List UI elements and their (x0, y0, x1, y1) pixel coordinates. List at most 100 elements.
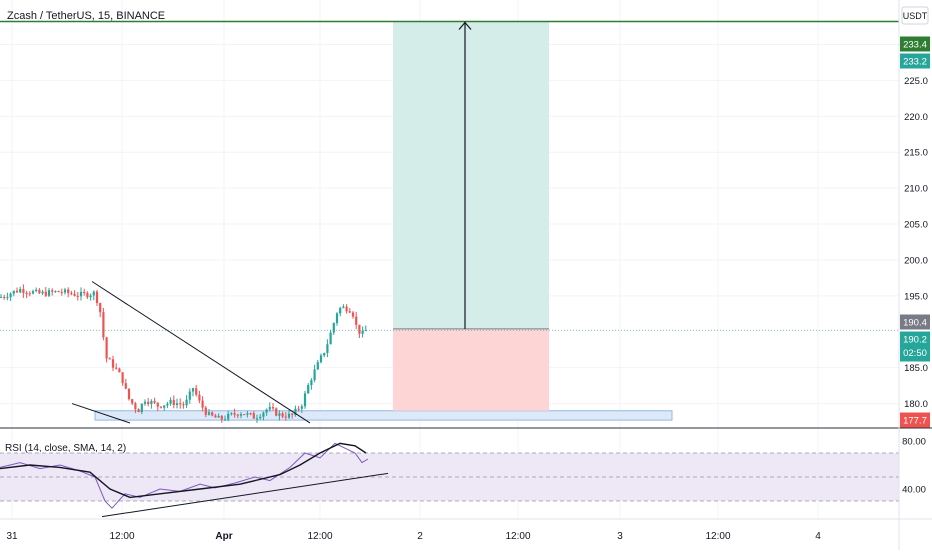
price-tick-label: 215.0 (904, 148, 928, 159)
bullish-candle (319, 355, 323, 363)
bullish-candle (230, 413, 233, 415)
bullish-candle (9, 293, 12, 298)
bullish-candle (223, 419, 227, 421)
rsi-tick-label: 80.00 (902, 437, 926, 448)
target-line-price-label-box (900, 53, 930, 69)
bullish-candle (294, 408, 297, 415)
bullish-candle (175, 403, 179, 405)
bearish-candle (118, 368, 121, 373)
bearish-candle (182, 404, 185, 406)
bullish-candle (92, 291, 95, 296)
bullish-candle (329, 332, 332, 345)
bearish-candle (124, 383, 127, 389)
bearish-candle (284, 416, 287, 418)
target-price-label: 233.4 (903, 40, 927, 51)
bearish-candle (233, 413, 236, 415)
bearish-candle (147, 401, 150, 405)
bullish-candle (166, 403, 169, 406)
symbol-title[interactable]: Zcash / TetherUS, 15, BINANCE (7, 10, 165, 22)
bullish-candle (19, 289, 22, 293)
price-tick-label: 180.0 (904, 399, 928, 410)
entry-price-label-box (900, 314, 930, 330)
bullish-candle (185, 399, 188, 406)
bullish-candle (255, 418, 259, 420)
price-labels: 233.4 233.2 190.4 190.2 02:50 177.7 (900, 36, 930, 428)
long-position-loss-zone[interactable] (393, 328, 549, 411)
time-tick-label: 12:00 (307, 531, 332, 542)
price-tick-label: 200.0 (904, 255, 928, 266)
bearish-candle (102, 312, 105, 338)
bullish-candle (268, 407, 271, 410)
bearish-candle (134, 403, 137, 410)
bullish-candle (47, 290, 51, 296)
bullish-candle (310, 380, 313, 386)
time-tick-label: 3 (617, 531, 623, 542)
bearish-candle (137, 409, 140, 413)
bullish-candle (323, 352, 326, 356)
rsi-pane[interactable] (0, 442, 899, 518)
bearish-candle (236, 414, 239, 416)
rsi-indicator-label[interactable]: RSI (14, close, SMA, 14, 2) (5, 443, 126, 454)
descending-resistance-trendline[interactable] (91, 281, 311, 424)
bullish-candle (169, 399, 172, 404)
drawing-zones (94, 21, 673, 421)
stop-price-label-box (900, 412, 930, 428)
bearish-candle (67, 289, 70, 294)
bullish-candle (191, 388, 195, 392)
bearish-candle (291, 413, 294, 415)
time-tick-label: 12:00 (705, 531, 730, 542)
bearish-candle (345, 306, 348, 312)
bullish-candle (313, 369, 316, 381)
bearish-candle (275, 408, 278, 416)
bullish-candle (316, 362, 319, 370)
bearish-candle (297, 408, 300, 410)
bullish-candle (335, 313, 339, 324)
target-line-price-label: 233.2 (903, 57, 927, 68)
bearish-candle (355, 316, 358, 325)
bearish-candle (159, 406, 163, 408)
last-price-label-box (900, 331, 930, 362)
bullish-candle (303, 393, 307, 407)
bullish-candle (6, 297, 9, 299)
bullish-candle (332, 323, 335, 333)
bullish-candle (259, 416, 262, 419)
bearish-candle (38, 289, 41, 294)
bullish-candle (163, 405, 166, 408)
bearish-candle (153, 400, 156, 403)
bearish-candle (111, 359, 115, 368)
candles (0, 284, 367, 423)
bearish-candle (179, 403, 182, 405)
currency-badge-box[interactable] (901, 6, 929, 25)
bullish-candle (287, 413, 291, 418)
bearish-candle (172, 399, 175, 405)
bullish-candle (63, 289, 67, 293)
bullish-candle (342, 306, 345, 308)
bearish-candle (358, 324, 361, 334)
lower-support-trendline[interactable] (71, 403, 131, 424)
rsi-sma-line[interactable] (0, 442, 367, 499)
long-position-profit-zone[interactable] (393, 21, 549, 329)
bullish-candle (143, 401, 147, 404)
bullish-candle (89, 295, 92, 298)
bearish-candle (3, 296, 6, 298)
time-tick-label: 4 (815, 531, 821, 542)
bullish-candle (239, 414, 243, 416)
bearish-candle (57, 291, 60, 293)
bearish-candle (86, 292, 89, 298)
support-zone[interactable] (94, 410, 673, 421)
bearish-candle (214, 415, 217, 418)
bullish-candle (339, 307, 342, 314)
bearish-candle (281, 413, 284, 417)
bullish-candle (54, 291, 57, 293)
drawing-tools[interactable] (0, 20, 899, 424)
bearish-candle (51, 290, 54, 292)
rsi-trendline[interactable] (101, 472, 389, 518)
rsi-tick-label: 40.00 (902, 485, 926, 496)
stop-price-label: 177.7 (903, 416, 927, 427)
bullish-candle (188, 391, 191, 400)
time-axis[interactable]: 31 12:00 Apr 12:00 2 12:00 3 12:00 4 (6, 531, 821, 542)
time-tick-label: Apr (215, 531, 232, 542)
bearish-candle (348, 311, 351, 313)
